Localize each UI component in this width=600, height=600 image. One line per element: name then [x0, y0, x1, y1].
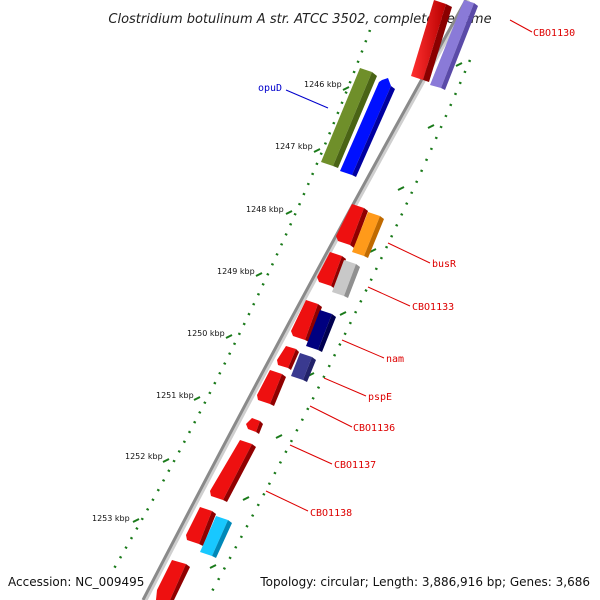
label-opud[interactable]: opuD [258, 83, 282, 94]
inner-ticks [209, 62, 463, 569]
gene-red-7[interactable] [210, 440, 256, 502]
gene-pspe[interactable] [291, 353, 316, 382]
label-cbo1137[interactable]: CBO1137 [334, 460, 376, 471]
leader-lines [265, 19, 533, 512]
gene-red-6[interactable] [246, 418, 263, 434]
gene-cyan[interactable] [200, 516, 232, 558]
label-cbo1138[interactable]: CBO1138 [310, 508, 352, 519]
label-cbo1133[interactable]: CBO1133 [412, 302, 454, 313]
gene-red-8[interactable] [186, 507, 216, 546]
label-cbo1130[interactable]: CBO1130 [533, 28, 575, 39]
gene-red-2[interactable] [317, 252, 346, 289]
map-title: Clostridium botulinum A str. ATCC 3502, … [108, 12, 491, 27]
tick-label-1252: 1252 kbp [125, 452, 163, 461]
topology-text: Topology: circular; Length: 3,886,916 bp… [259, 575, 590, 589]
gene-red-9[interactable] [156, 560, 190, 600]
label-cbo1136[interactable]: CBO1136 [353, 423, 395, 434]
gene-opud-green[interactable] [321, 68, 377, 168]
label-nam[interactable]: nam [386, 354, 404, 365]
gene-cbo1130-reverse[interactable] [430, 0, 478, 90]
accession-text: Accession: NC_009495 [8, 575, 144, 589]
gene-red-3[interactable] [291, 300, 322, 342]
gene-red-1[interactable] [336, 204, 368, 248]
gene-opud-blue[interactable] [340, 78, 395, 177]
gene-cbo1130-forward[interactable] [411, 0, 452, 82]
tick-label-1249: 1249 kbp [217, 267, 255, 276]
gene-red-4[interactable] [277, 346, 299, 370]
label-busr[interactable]: busR [432, 259, 457, 270]
tick-label-1250: 1250 kbp [187, 329, 225, 338]
tick-label-1251: 1251 kbp [156, 391, 194, 400]
genome-backbone [141, 0, 471, 600]
outer-dotted-ring [110, 29, 372, 573]
tick-label-1247: 1247 kbp [275, 142, 313, 151]
tick-label-1248: 1248 kbp [246, 205, 284, 214]
inner-dotted-ring [208, 59, 472, 596]
label-pspe[interactable]: pspE [368, 392, 392, 403]
gene-nam[interactable] [306, 310, 336, 352]
tick-label-1246: 1246 kbp [304, 80, 342, 89]
gene-red-5[interactable] [257, 370, 286, 406]
tick-label-1253: 1253 kbp [92, 514, 130, 523]
kbp-ticks: 1246 kbp 1247 kbp 1248 kbp 1249 kbp 1250… [92, 80, 350, 523]
gene-cbo1133[interactable] [332, 260, 360, 298]
gene-busr[interactable] [352, 212, 384, 258]
